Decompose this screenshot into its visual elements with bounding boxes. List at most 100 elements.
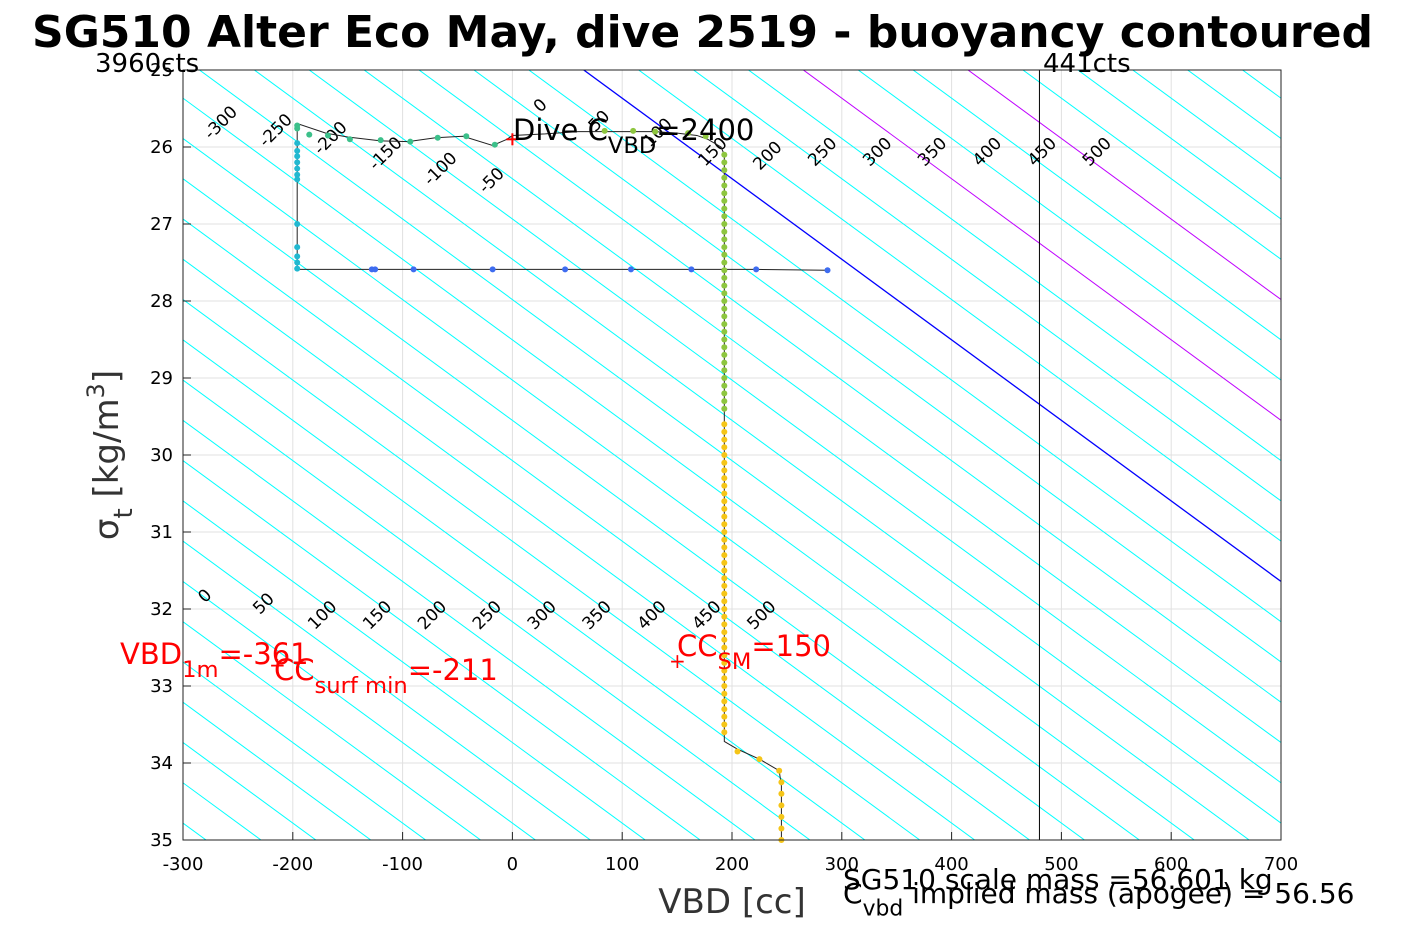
profile-point-yellow bbox=[734, 748, 741, 755]
contour-line-cyan bbox=[1357, 0, 1417, 917]
profile-point-yellow bbox=[778, 779, 785, 786]
profile-point-green bbox=[721, 182, 728, 189]
profile-point-green bbox=[721, 367, 728, 374]
profile-point-teal bbox=[407, 138, 414, 145]
contour-line-cyan bbox=[183, 621, 482, 840]
contour-line-cyan bbox=[912, 70, 1281, 341]
contour-line-purple bbox=[967, 70, 1281, 301]
chart-title: SG510 Alter Eco May, dive 2519 - buoyanc… bbox=[32, 7, 1373, 58]
scale-mass-label: SG510 scale mass =56.601 kg bbox=[843, 863, 1273, 896]
profile-point-yellow bbox=[721, 690, 728, 697]
contour-line-cyan bbox=[747, 70, 1281, 462]
y-tick-label: 28 bbox=[150, 291, 173, 312]
profile-point-yellow bbox=[721, 575, 728, 582]
profile-point-green bbox=[721, 221, 728, 227]
profile-point-blue bbox=[688, 266, 695, 273]
y-tick-label: 31 bbox=[150, 522, 173, 543]
profile-point-green bbox=[652, 128, 659, 135]
profile-point-blue bbox=[753, 266, 760, 273]
y-tick-label: 30 bbox=[150, 445, 173, 466]
contour-line-cyan bbox=[0, 0, 91, 917]
cc-sm-marker: + bbox=[669, 649, 686, 673]
profile-point-yellow bbox=[721, 598, 728, 605]
profile-point-green bbox=[721, 213, 728, 220]
x-tick-label: 100 bbox=[605, 854, 639, 875]
profile-point-green bbox=[721, 351, 728, 358]
profile-point-yellow bbox=[721, 428, 728, 435]
contour-line-cyan bbox=[1022, 70, 1281, 260]
profile-point-yellow bbox=[721, 482, 728, 489]
profile-point-yellow bbox=[721, 667, 728, 674]
profile-point-yellow bbox=[721, 675, 728, 682]
profile-point-cyan bbox=[294, 140, 301, 147]
contour-line-cyan bbox=[692, 70, 1281, 502]
contour-line-cyan bbox=[637, 70, 1281, 542]
contour-line-cyan bbox=[183, 580, 537, 840]
x-tick-label: 600 bbox=[1154, 854, 1188, 875]
profile-point-green bbox=[721, 336, 728, 343]
contour-line-purple bbox=[802, 70, 1281, 421]
x-tick-label: 500 bbox=[1044, 854, 1078, 875]
profile-point-green bbox=[721, 174, 728, 181]
contour-line-cyan bbox=[1302, 0, 1417, 917]
profile-point-green bbox=[721, 236, 728, 243]
profile-point-green bbox=[721, 282, 728, 289]
profile-point-yellow bbox=[721, 544, 728, 551]
contour-line-cyan bbox=[183, 701, 372, 840]
profile-point-green bbox=[685, 130, 692, 137]
profile-point-green bbox=[721, 197, 728, 204]
y-tick-label: 26 bbox=[150, 137, 173, 158]
x-tick-label: 0 bbox=[507, 854, 518, 875]
profile-point-yellow bbox=[721, 467, 728, 474]
y-tick-label: 34 bbox=[150, 753, 173, 774]
profile-point-blue bbox=[489, 266, 496, 273]
profile-point-green bbox=[721, 382, 728, 389]
profile-point-green bbox=[721, 398, 728, 405]
contour-line-cyan bbox=[183, 419, 756, 840]
profile-point-yellow bbox=[721, 521, 728, 528]
profile-point-green bbox=[721, 290, 728, 297]
profile-point-yellow bbox=[721, 636, 728, 643]
y-axis-label: σt [kg/m3] bbox=[82, 370, 139, 540]
profile-point-cyan bbox=[294, 165, 301, 172]
cc-sm-label: CCSM=150 bbox=[677, 629, 831, 675]
profile-point-cyan bbox=[294, 159, 301, 166]
contour-line-cyan bbox=[528, 70, 1281, 623]
profile-point-blue bbox=[824, 267, 831, 274]
profile-point-cyan bbox=[294, 259, 301, 266]
profile-point-blue bbox=[627, 266, 634, 273]
profile-point-green bbox=[721, 190, 728, 197]
vbd-1m-label: VBD1m=-361 bbox=[120, 637, 309, 683]
profile-point-green bbox=[721, 405, 728, 412]
profile-point-teal bbox=[324, 132, 331, 139]
profile-point-cyan bbox=[294, 147, 301, 154]
profile-point-green bbox=[721, 159, 728, 166]
profile-point-green bbox=[721, 321, 728, 328]
profile-point-green bbox=[601, 127, 608, 134]
profile-point-teal bbox=[346, 136, 353, 143]
profile-point-green bbox=[721, 390, 728, 397]
contour-line-cyan bbox=[183, 741, 317, 840]
profile-point-cyan bbox=[294, 221, 301, 227]
profile-point-green bbox=[721, 359, 728, 366]
profile-point-yellow bbox=[778, 802, 785, 809]
profile-point-yellow bbox=[721, 444, 728, 451]
profile-point-cyan bbox=[294, 171, 301, 178]
profile-point-cyan bbox=[294, 244, 301, 251]
profile-point-teal bbox=[377, 137, 384, 144]
contour-line-cyan bbox=[857, 70, 1281, 381]
profile-point-yellow bbox=[778, 813, 785, 820]
cts-left-label: 3960cts bbox=[95, 49, 199, 79]
profile-point-yellow bbox=[721, 529, 728, 535]
y-tick-label: 25 bbox=[150, 60, 173, 81]
profile-point-yellow bbox=[721, 729, 728, 736]
profile-point-green bbox=[721, 228, 728, 235]
profile-point-yellow bbox=[721, 582, 728, 589]
profile-point-yellow bbox=[721, 505, 728, 512]
profile-point-teal bbox=[306, 131, 313, 138]
profile-point-yellow bbox=[776, 767, 783, 774]
profile-point-yellow bbox=[721, 552, 728, 559]
profile-point-yellow bbox=[721, 721, 728, 728]
profile-point-green bbox=[721, 167, 728, 174]
profile-point-yellow bbox=[721, 498, 728, 505]
